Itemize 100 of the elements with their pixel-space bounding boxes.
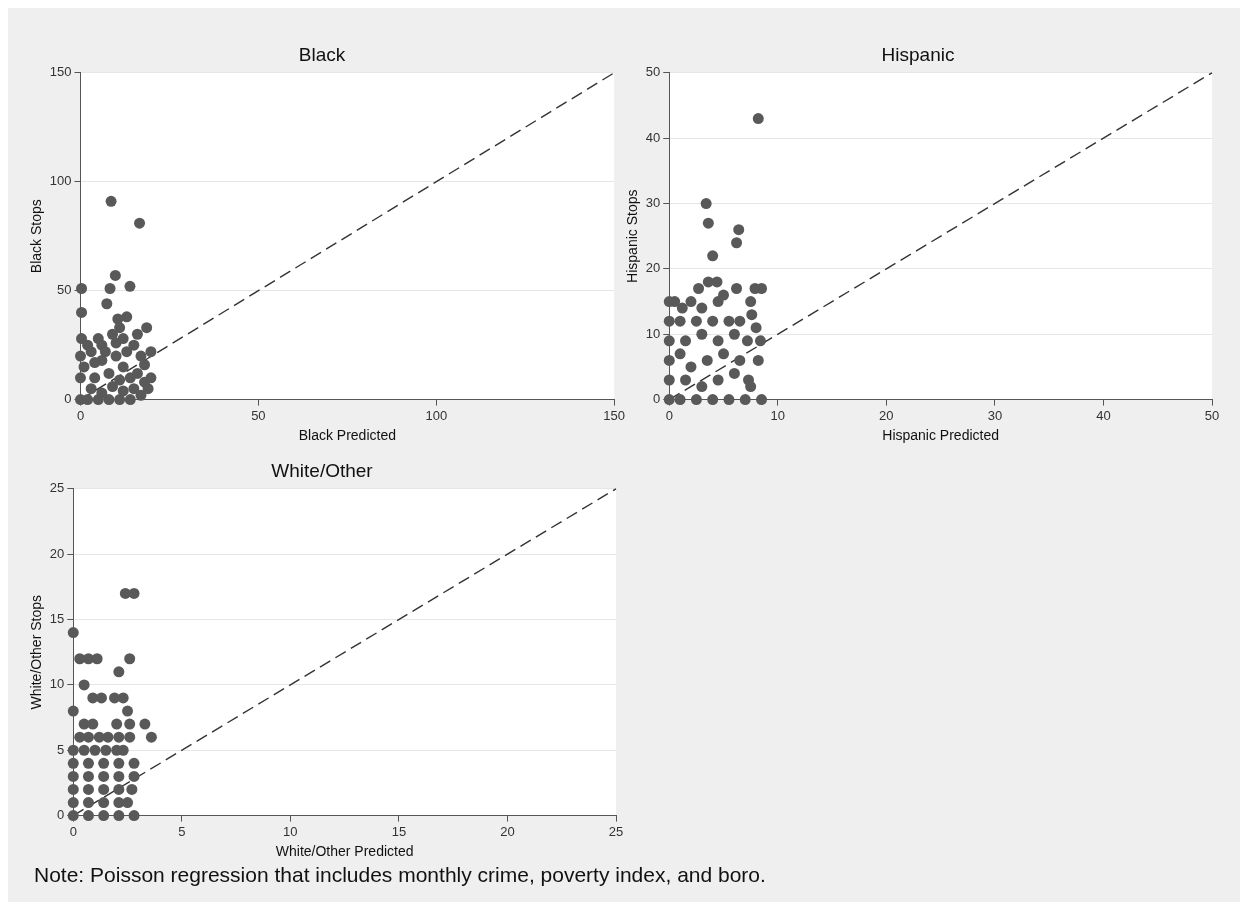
point [145,731,157,743]
point [128,757,140,769]
y-tick-label: 150 [49,64,72,80]
point [663,315,675,327]
x-tick-label: 50 [1204,407,1220,423]
point [718,348,730,360]
point [131,328,143,340]
point [113,731,125,743]
x-tick-label: 25 [608,823,624,839]
point [696,381,708,393]
point [122,705,134,717]
point [101,298,113,310]
point [685,361,697,373]
y-tick-label: 20 [49,545,65,561]
point [128,587,140,599]
x-tick-label: 50 [251,407,266,423]
point [754,335,766,347]
point [105,195,117,207]
x-tick-label: 100 [425,407,448,423]
y-tick-label: 0 [64,391,72,407]
point [111,718,123,730]
point [98,797,110,809]
point [78,744,90,756]
x-tick-label: 10 [770,407,786,423]
point [109,269,121,281]
point [663,394,675,406]
point [99,346,111,358]
text: Note: Poisson regression that includes monthly crime, poverty index, and boro. [34,863,766,887]
point [746,309,758,321]
x-axis-title: Black Predicted [298,427,396,444]
point [103,394,115,406]
point [700,198,712,210]
y-axis-title: Hispanic Stops [624,189,641,283]
point [98,810,110,822]
point [731,237,743,249]
y-axis-title: Black Stops [28,199,45,274]
x-axis-title: Hispanic Predicted [882,427,999,444]
point [128,383,140,395]
point [128,810,140,822]
point [114,374,126,386]
point [113,783,125,795]
point [701,354,713,366]
y-tick-label: 25 [49,480,65,496]
point [124,280,136,292]
point [87,718,99,730]
point [110,350,122,362]
point [707,250,719,262]
point [756,394,768,406]
point [676,302,688,314]
x-tick-label: 0 [665,407,673,423]
point [139,359,151,371]
point [663,354,675,366]
point [145,346,157,358]
point [139,376,151,388]
point [102,731,114,743]
x-tick-label: 15 [391,823,407,839]
point [67,783,79,795]
point [89,357,101,369]
point [734,354,746,366]
point [745,381,757,393]
point [690,315,702,327]
point [126,783,138,795]
point [745,296,757,308]
point [78,361,90,373]
point [135,350,147,362]
chart-title: Hispanic [881,43,955,65]
point [124,394,136,406]
point [113,666,125,678]
point [110,337,122,349]
point [728,367,740,379]
x-tick-label: 30 [987,407,1003,423]
point [82,783,94,795]
y-tick-label: 15 [49,611,65,627]
y-tick-label: 40 [645,129,661,145]
point [82,757,94,769]
y-tick-label: 0 [653,391,661,407]
y-tick-label: 100 [49,173,72,189]
x-tick-label: 0 [76,407,85,423]
point [696,328,708,340]
point [67,797,79,809]
point [85,383,97,395]
point [67,757,79,769]
point [104,282,116,294]
point [711,276,723,288]
x-tick-label: 10 [283,823,298,839]
y-tick-label: 10 [645,325,661,341]
y-tick-label: 0 [57,807,65,823]
point [733,224,745,236]
point [693,282,705,294]
point [114,322,126,334]
point [696,302,708,314]
point [89,744,101,756]
point [680,374,692,386]
x-tick-label: 5 [178,823,186,839]
point [103,367,115,379]
point [680,335,692,347]
point [100,744,112,756]
point [728,328,740,340]
point [752,354,764,366]
point [690,394,702,406]
